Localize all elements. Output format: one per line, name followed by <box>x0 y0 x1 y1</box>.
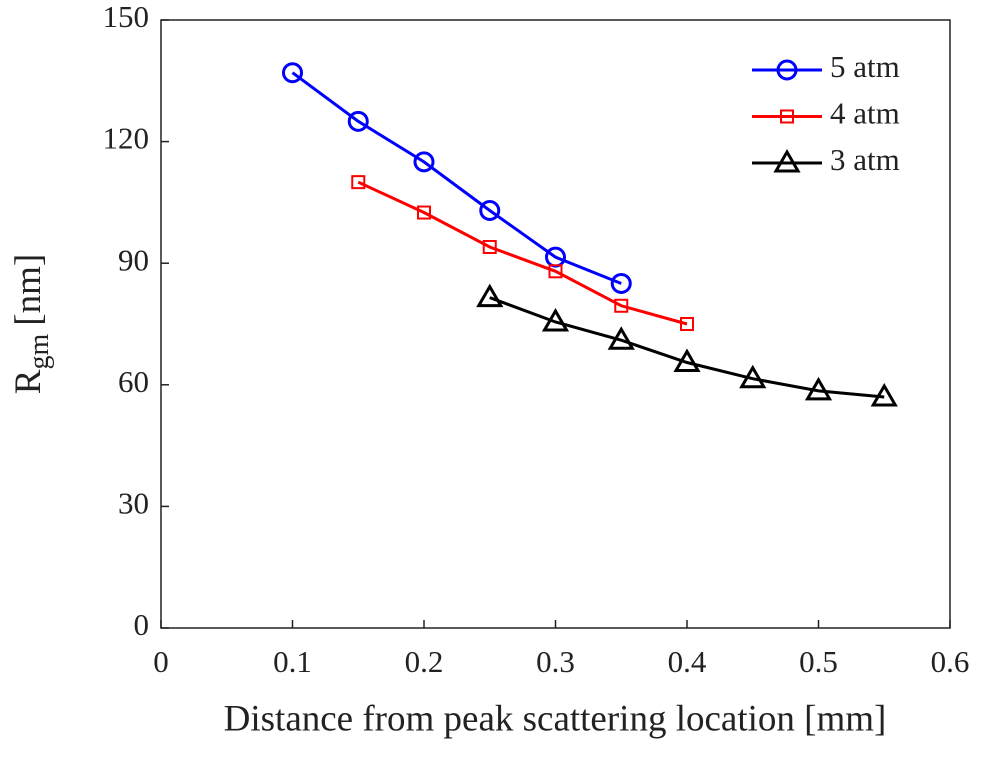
y-label-main: R <box>8 369 49 394</box>
x-tick-label: 0.1 <box>273 644 312 679</box>
marker <box>607 326 635 350</box>
marker <box>417 205 431 220</box>
y-label-sub: gm <box>24 334 55 370</box>
marker <box>479 200 501 222</box>
marker <box>673 348 701 373</box>
x-tick-label: 0 <box>153 644 169 679</box>
marker <box>739 364 767 389</box>
y-tick-label: 150 <box>103 0 150 34</box>
y-tick-label: 30 <box>118 486 149 521</box>
x-tick-label: 0.5 <box>799 644 838 679</box>
legend-marker <box>773 149 801 173</box>
marker <box>614 298 629 313</box>
x-axis-label: Distance from peak scattering location [… <box>224 698 887 739</box>
marker <box>610 272 632 294</box>
legend-marker <box>780 109 794 124</box>
legend-marker <box>776 59 798 81</box>
marker <box>541 307 570 332</box>
y-label-unit: [nm] <box>8 254 49 326</box>
y-tick-label: 60 <box>118 364 149 399</box>
series-line <box>357 180 688 326</box>
marker <box>870 382 898 407</box>
marker <box>282 62 303 84</box>
marker <box>476 283 504 308</box>
marker <box>413 151 435 173</box>
marker <box>680 317 694 331</box>
series-line <box>291 71 622 285</box>
marker <box>351 175 366 190</box>
marker <box>548 264 563 279</box>
series-line <box>489 296 885 399</box>
x-tick-label: 0.3 <box>536 644 575 679</box>
y-tick-label: 0 <box>134 607 150 642</box>
marker <box>482 239 497 254</box>
legend-label: 5 atm <box>830 49 900 84</box>
legend-label: 3 atm <box>830 142 900 177</box>
marker <box>804 376 833 401</box>
x-tick-label: 0.2 <box>405 644 444 679</box>
y-tick-label: 90 <box>118 242 149 277</box>
y-axis-label: Rgm [nm] <box>8 254 55 394</box>
legend-label: 4 atm <box>830 96 900 131</box>
x-tick-label: 0.6 <box>931 644 970 679</box>
marker <box>347 110 369 132</box>
x-tick-label: 0.4 <box>668 644 707 679</box>
y-tick-label: 120 <box>103 121 150 156</box>
